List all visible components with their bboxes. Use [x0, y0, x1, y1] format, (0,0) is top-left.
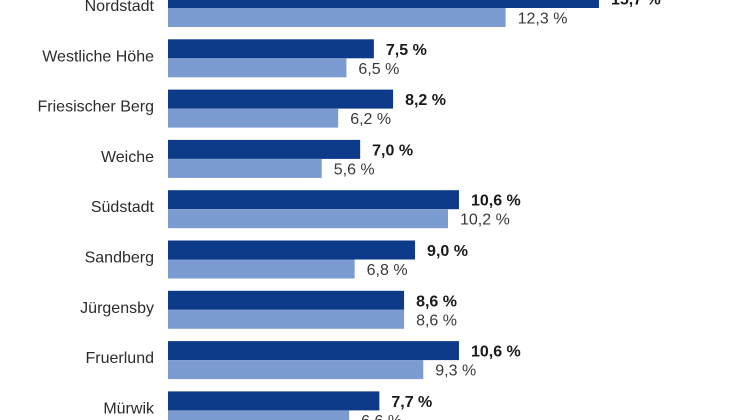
chart-rows: Nordstadt 15,7 % 12,3 % Westliche Höhe 7,5 %… [38, 0, 661, 420]
data-label: 5,6 % [334, 161, 375, 178]
data-label: 8,6 % [416, 312, 457, 329]
bar-light [168, 309, 405, 329]
data-label: 7,0 % [372, 142, 413, 159]
bar-dark [168, 290, 405, 310]
data-label: 10,6 % [471, 193, 521, 210]
category-label: Südstadt [91, 199, 155, 216]
chart-row: Nordstadt 15,7 % 12,3 % [85, 0, 661, 28]
bar-dark [168, 240, 416, 260]
chart-row: Südstadt 10,6 % 10,2 % [91, 190, 521, 229]
bar-light [168, 410, 350, 420]
data-label: 7,7 % [391, 394, 432, 411]
bar-dark [168, 341, 459, 361]
chart-row: Fruerlund 10,6 % 9,3 % [86, 341, 521, 380]
bar-light [168, 360, 424, 380]
chart-row: Jürgensby 8,6 % 8,6 % [80, 290, 457, 329]
chart-row: Friesischer Berg 8,2 % 6,2 % [38, 89, 446, 128]
bar-light [168, 259, 355, 279]
bar-dark [168, 139, 361, 159]
data-label: 12,3 % [518, 11, 568, 28]
bar-light [168, 58, 347, 78]
category-label: Friesischer Berg [38, 99, 154, 116]
data-label: 6,8 % [367, 262, 408, 279]
data-label: 6,2 % [350, 111, 391, 128]
category-label: Fruerlund [86, 350, 154, 367]
category-label: Mürwik [103, 400, 155, 417]
bar-light [168, 108, 339, 128]
bar-light [168, 8, 506, 27]
chart-row: Westliche Höhe 7,5 % 6,5 % [42, 39, 427, 78]
data-label: 8,6 % [416, 293, 457, 310]
chart-row: Weiche 7,0 % 5,6 % [101, 139, 413, 178]
bar-dark [168, 0, 599, 8]
bar-light [168, 158, 322, 178]
chart-row: Mürwik 7,7 % 6,6 % [103, 391, 432, 420]
data-label: 8,2 % [405, 92, 446, 109]
bar-dark [168, 190, 459, 210]
data-label: 6,6 % [361, 413, 402, 420]
bar-light [168, 209, 448, 229]
data-label: 9,0 % [427, 243, 468, 260]
data-label: 10,2 % [460, 212, 510, 229]
category-label: Westliche Höhe [42, 48, 154, 65]
data-label: 9,3 % [435, 363, 476, 380]
bar-dark [168, 39, 374, 59]
bar-dark [168, 89, 394, 109]
data-label: 6,5 % [358, 61, 399, 78]
bar-dark [168, 391, 380, 411]
chart-row: Sandberg 9,0 % 6,8 % [85, 240, 468, 279]
category-label: Sandberg [85, 250, 154, 267]
category-label: Jürgensby [80, 300, 154, 317]
data-label: 15,7 % [611, 0, 661, 9]
category-label: Weiche [101, 149, 154, 166]
data-label: 7,5 % [386, 42, 427, 59]
category-label: Nordstadt [85, 0, 155, 15]
data-label: 10,6 % [471, 344, 521, 361]
